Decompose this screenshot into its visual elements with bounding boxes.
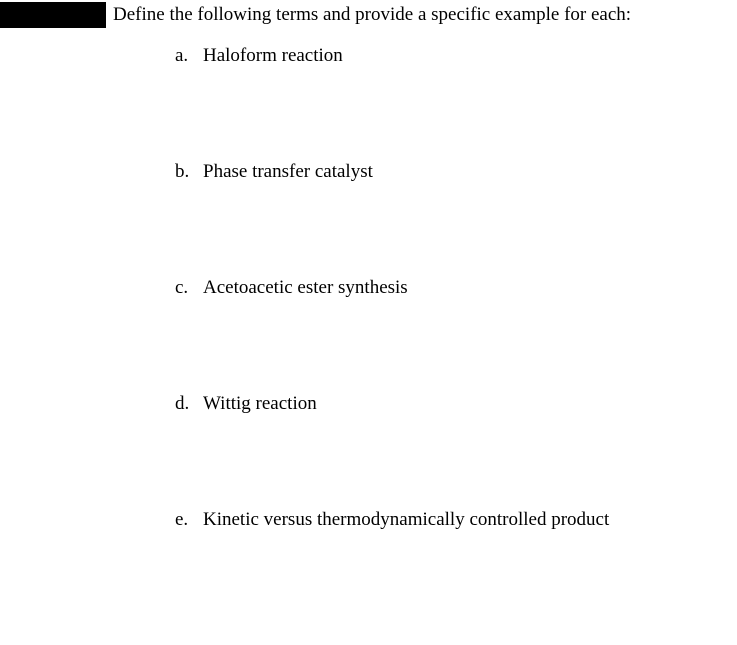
item-letter: b. [175, 161, 203, 183]
list-item: c. Acetoacetic ester synthesis [175, 277, 609, 299]
item-letter: a. [175, 45, 203, 67]
list-item: e. Kinetic versus thermodynamically cont… [175, 509, 609, 531]
item-text: Phase transfer catalyst [203, 161, 609, 183]
list-item: d. Wittig reaction [175, 393, 609, 415]
list-item: a. Haloform reaction [175, 45, 609, 67]
item-text: Acetoacetic ester synthesis [203, 277, 609, 299]
list-item: b. Phase transfer catalyst [175, 161, 609, 183]
item-letter: e. [175, 509, 203, 531]
item-text: Kinetic versus thermodynamically control… [203, 509, 609, 531]
item-letter: c. [175, 277, 203, 299]
terms-list: a. Haloform reaction b. Phase transfer c… [175, 45, 609, 531]
redacted-block [0, 2, 106, 28]
item-text: Haloform reaction [203, 45, 609, 67]
item-text: Wittig reaction [203, 393, 609, 415]
question-prompt: Define the following terms and provide a… [113, 4, 631, 26]
item-letter: d. [175, 393, 203, 415]
